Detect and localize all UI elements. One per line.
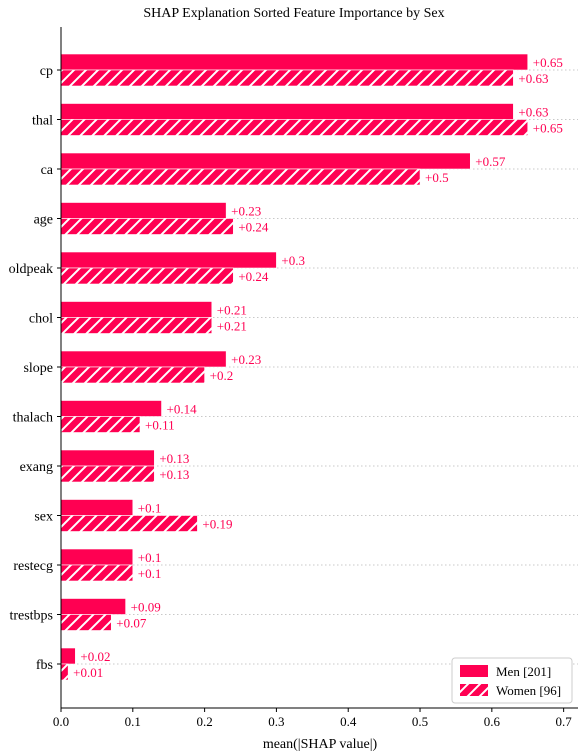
data-label: +0.02	[80, 649, 110, 664]
bar-men	[60, 53, 529, 71]
y-tick-label: trestbps	[9, 609, 53, 624]
bar-men	[60, 548, 134, 566]
data-label: +0.5	[425, 170, 449, 185]
bar-men	[60, 598, 126, 615]
y-tick-label: oldpeak	[9, 262, 53, 277]
data-label: +0.11	[145, 418, 175, 433]
bar-men	[60, 251, 277, 269]
data-label: +0.3	[281, 253, 305, 268]
x-tick-label: 0.0	[53, 714, 69, 729]
bars-layer: +0.65+0.63+0.63+0.65+0.57+0.5+0.23+0.24+…	[60, 53, 563, 681]
bar-women	[60, 614, 112, 631]
data-label: +0.1	[138, 501, 162, 516]
bar-women	[60, 564, 134, 582]
legend-label: Women [96]	[496, 683, 561, 698]
data-label: +0.65	[533, 55, 563, 70]
axis-layer: cp thal ca age oldpeak chol slope thalach exang s…	[9, 27, 578, 729]
data-label: +0.65	[533, 121, 563, 136]
data-label: +0.1	[138, 550, 162, 565]
data-label: +0.07	[116, 616, 147, 631]
y-tick-label: slope	[23, 361, 53, 376]
y-tick-label: cp	[40, 64, 53, 79]
data-label: +0.14	[167, 402, 198, 417]
data-label: +0.13	[159, 467, 189, 482]
bar-women	[60, 366, 205, 384]
bar-men	[60, 400, 162, 417]
y-tick-label: fbs	[36, 658, 53, 673]
x-tick-label: 0.2	[196, 714, 212, 729]
legend: Men [201] Women [96]	[451, 657, 573, 704]
data-label: +0.09	[131, 600, 161, 615]
data-label: +0.24	[238, 269, 269, 284]
data-label: +0.19	[202, 517, 232, 532]
data-label: +0.01	[73, 665, 103, 680]
x-tick-label: 0.7	[556, 714, 573, 729]
bar-women	[60, 663, 69, 681]
data-label: +0.57	[475, 154, 506, 169]
bar-men	[60, 647, 76, 665]
bar-men	[60, 202, 227, 219]
bar-men	[60, 301, 213, 318]
data-label: +0.63	[518, 71, 548, 86]
bar-women	[60, 465, 155, 483]
bar-women	[60, 69, 514, 87]
bar-men	[60, 152, 471, 170]
y-tick-label: age	[34, 213, 53, 228]
bar-men	[60, 350, 227, 368]
bar-women	[60, 168, 421, 186]
data-label: +0.63	[518, 105, 548, 120]
data-label: +0.23	[231, 352, 261, 367]
data-label: +0.13	[159, 451, 189, 466]
bar-women	[60, 515, 198, 532]
data-label: +0.24	[238, 220, 269, 235]
x-axis-label: mean(|SHAP value|)	[263, 737, 378, 752]
bar-women	[60, 317, 213, 334]
chart-title: SHAP Explanation Sorted Feature Importan…	[143, 6, 444, 21]
y-tick-label: exang	[20, 460, 53, 475]
bar-women	[60, 416, 141, 433]
legend-swatch-women	[460, 684, 488, 696]
y-tick-label: thal	[32, 114, 53, 129]
y-tick-label: sex	[34, 510, 53, 525]
y-tick-label: chol	[29, 312, 53, 327]
x-tick-label: 0.5	[412, 714, 428, 729]
y-tick-label: thalach	[13, 411, 53, 426]
bar-men	[60, 103, 514, 120]
legend-swatch-men	[460, 665, 488, 677]
data-label: +0.23	[231, 204, 261, 219]
data-label: +0.2	[210, 368, 234, 383]
x-tick-label: 0.6	[484, 714, 501, 729]
bar-men	[60, 499, 134, 516]
bar-women	[60, 218, 234, 235]
x-tick-label: 0.3	[268, 714, 284, 729]
x-tick-label: 0.4	[340, 714, 357, 729]
legend-label: Men [201]	[496, 664, 551, 679]
x-tick-label: 0.1	[125, 714, 141, 729]
bar-women	[60, 267, 234, 285]
data-label: +0.1	[138, 566, 162, 581]
y-tick-label: ca	[41, 163, 54, 178]
data-label: +0.21	[217, 319, 247, 334]
bar-women	[60, 119, 529, 136]
y-tick-label: restecg	[13, 559, 53, 574]
data-label: +0.21	[217, 303, 247, 318]
bar-men	[60, 449, 155, 467]
